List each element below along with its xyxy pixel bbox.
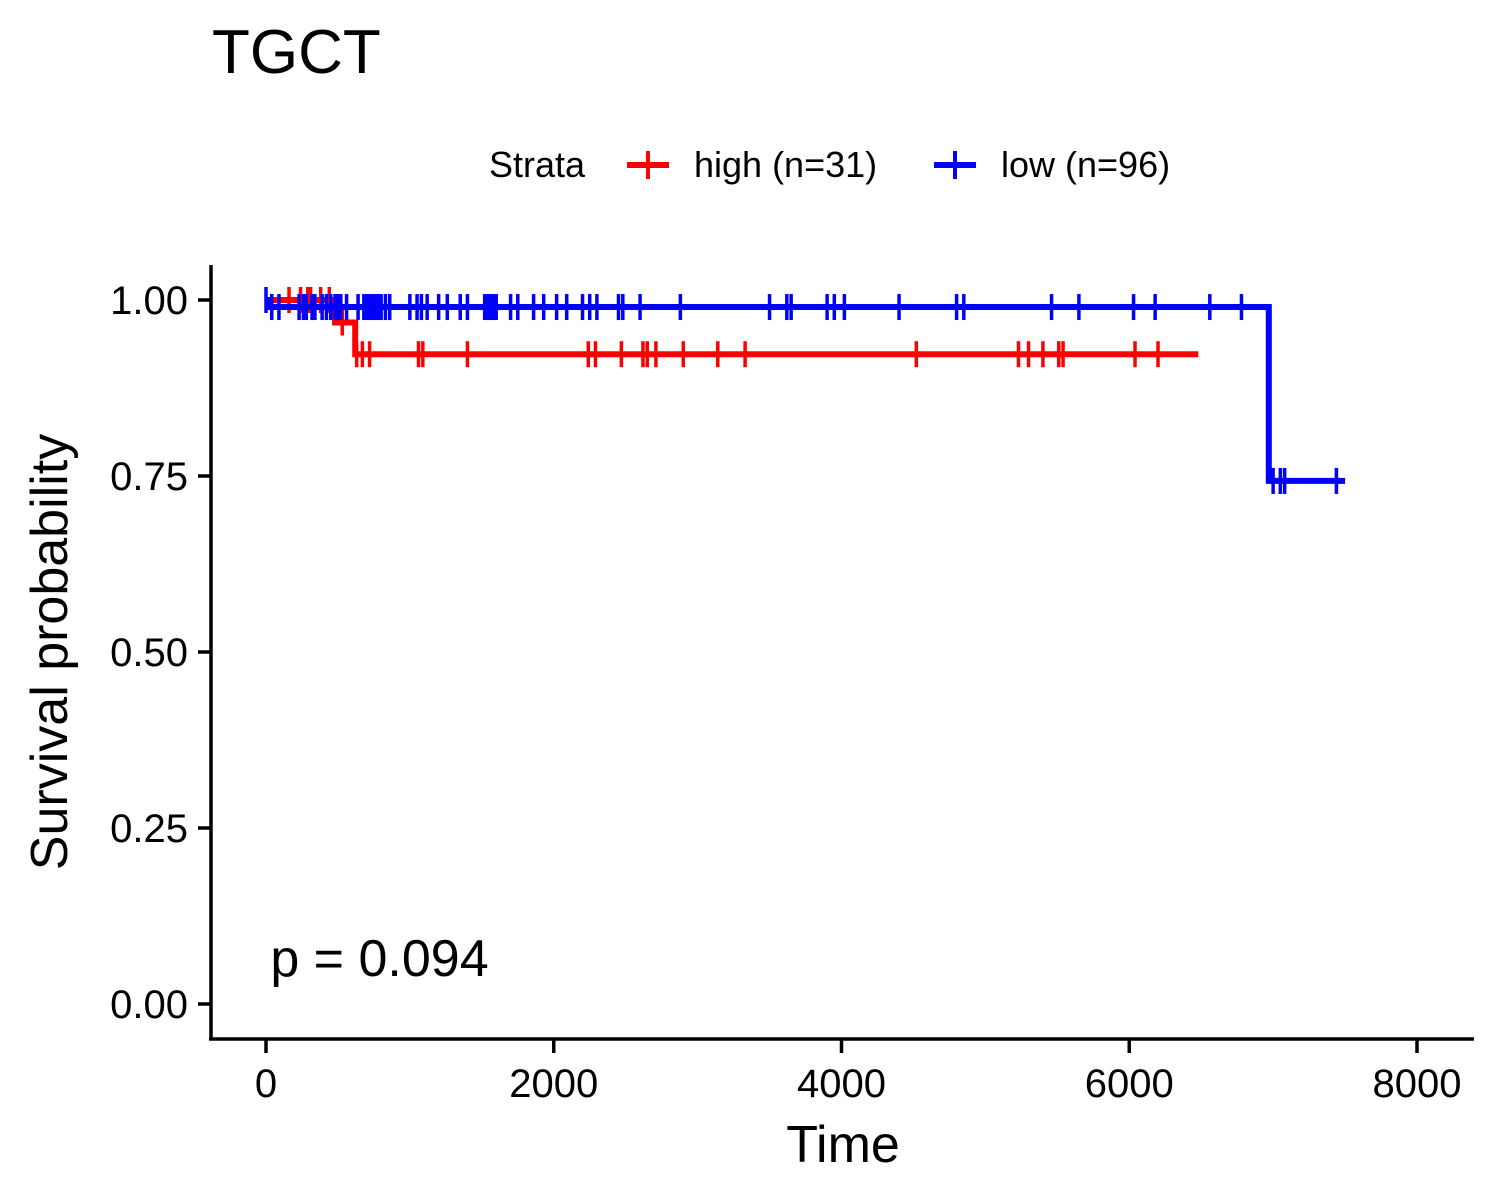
p-value-annotation: p = 0.094 xyxy=(270,930,488,988)
x-axis-title: Time xyxy=(786,1116,900,1174)
x-tick-label: 6000 xyxy=(1085,1062,1174,1106)
series-low xyxy=(264,287,1346,494)
legend-label-low: low (n=96) xyxy=(1001,144,1170,185)
y-tick-label: 0.75 xyxy=(110,455,188,499)
y-tick-label: 1.00 xyxy=(110,279,188,323)
legend-label-high: high (n=31) xyxy=(694,144,877,185)
survival-curve-line xyxy=(266,297,1346,484)
y-axis-title: Survival probability xyxy=(21,434,79,870)
y-tick-label: 0.25 xyxy=(110,807,188,851)
axes: 0 2000 4000 6000 8000 0.00 0.25 0.50 0.75 1.00 xyxy=(110,265,1474,1106)
plot-series xyxy=(264,287,1346,494)
chart-title: TGCT xyxy=(212,18,381,87)
x-tick-label: 4000 xyxy=(797,1062,886,1106)
legend: Strata high (n=31) low (n=96) xyxy=(489,144,1170,185)
x-tick-label: 8000 xyxy=(1373,1062,1462,1106)
x-tick-label: 0 xyxy=(255,1062,277,1106)
x-ticks: 0 2000 4000 6000 8000 xyxy=(255,1040,1462,1106)
legend-title: Strata xyxy=(489,144,586,185)
x-tick-label: 2000 xyxy=(509,1062,598,1106)
legend-key-low xyxy=(934,151,976,179)
legend-key-high xyxy=(627,151,669,179)
series-high xyxy=(266,287,1199,368)
y-ticks: 0.00 0.25 0.50 0.75 1.00 xyxy=(110,279,211,1027)
y-tick-label: 0.50 xyxy=(110,631,188,675)
y-tick-label: 0.00 xyxy=(110,983,188,1027)
